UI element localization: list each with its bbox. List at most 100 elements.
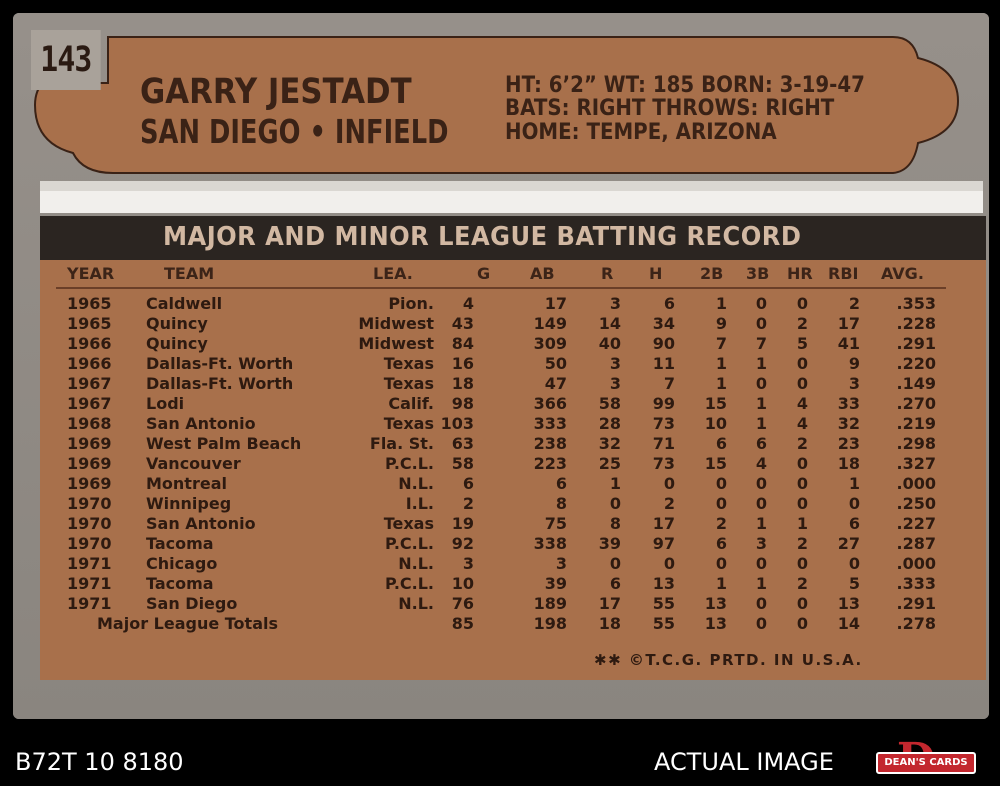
cell-rbi: 41	[837, 334, 860, 353]
cell-year: 1970	[67, 514, 112, 533]
table-row: 1967 Dallas-Ft. Worth Texas 18 47 3 7 1 0 0 3 .149	[0, 374, 1000, 394]
col-header-avg: AVG.	[881, 264, 924, 283]
cell-b2: 1	[715, 294, 727, 313]
cell-hr: 0	[796, 554, 808, 573]
cell-b2: 1	[715, 374, 727, 393]
col-header-lea: LEA.	[373, 264, 413, 283]
cell-g: 92	[451, 534, 474, 553]
cell-lea: Pion.	[388, 294, 434, 313]
cell-ab: 309	[533, 334, 567, 353]
cell-lea: Texas	[383, 514, 434, 533]
cell-b2: 15	[704, 454, 727, 473]
cell-r: 3	[609, 294, 621, 313]
cell-b2: 15	[704, 394, 727, 413]
cell-h: 34	[652, 314, 675, 333]
cell-team: Dallas-Ft. Worth	[146, 374, 294, 393]
cell-lea: N.L.	[398, 554, 434, 573]
cell-r: 3	[609, 354, 621, 373]
cell-ab: 8	[555, 494, 567, 513]
cell-lea: N.L.	[398, 474, 434, 493]
cell-g: 76	[451, 594, 474, 613]
cell-r: 28	[598, 414, 621, 433]
cell-b2: 6	[715, 534, 727, 553]
bio-height-weight-born: HT: 6’2” WT: 185 BORN: 3-19-47	[505, 73, 865, 98]
col-header-2b: 2B	[700, 264, 724, 283]
cell-r: 3	[609, 374, 621, 393]
cell-g: 2	[462, 494, 474, 513]
cell-h: 73	[652, 454, 675, 473]
totals-row: Major League Totals 85 198 18 55 13 0 0 …	[0, 614, 1000, 634]
cell-ab: 149	[533, 314, 567, 333]
cell-ab: 50	[544, 354, 567, 373]
cell-rbi: 2	[848, 294, 860, 313]
totals-label: Major League Totals	[97, 614, 278, 633]
cell-lea: N.L.	[398, 594, 434, 613]
bio-bats-throws: BATS: RIGHT THROWS: RIGHT	[505, 96, 835, 121]
cell-avg: .149	[896, 374, 936, 393]
cell-avg: .220	[896, 354, 936, 373]
cell-avg: .250	[896, 494, 936, 513]
cell-ab: 6	[555, 474, 567, 493]
cell-team: San Diego	[146, 594, 238, 613]
cell-b3: 0	[755, 594, 767, 613]
cell-b3: 1	[755, 514, 767, 533]
table-row: 1968 San Antonio Texas 103 333 28 73 10 1 4 32 .219	[0, 414, 1000, 434]
cell-lea: I.L.	[405, 494, 434, 513]
cell-rbi: 13	[837, 594, 860, 613]
cell-year: 1966	[67, 334, 112, 353]
cell-team: West Palm Beach	[146, 434, 302, 453]
cell-b3: 0	[755, 554, 767, 573]
cell-g: 98	[451, 394, 474, 413]
cell-ab: 39	[544, 574, 567, 593]
cell-avg: .270	[896, 394, 936, 413]
stats-table-background	[40, 260, 986, 680]
col-header-ab: AB	[530, 264, 555, 283]
cell-r: 0	[609, 554, 621, 573]
totals-hr: 0	[796, 614, 808, 633]
cell-year: 1967	[67, 394, 112, 413]
cell-b3: 0	[755, 314, 767, 333]
cell-rbi: 27	[837, 534, 860, 553]
cell-team: Quincy	[146, 314, 208, 333]
cell-avg: .227	[896, 514, 936, 533]
cell-lea: P.C.L.	[385, 534, 434, 553]
col-header-h: H	[649, 264, 663, 283]
cell-ab: 338	[533, 534, 567, 553]
cell-rbi: 32	[837, 414, 860, 433]
cell-b2: 7	[715, 334, 727, 353]
table-row: 1970 Winnipeg I.L. 2 8 0 2 0 0 0 0 .250	[0, 494, 1000, 514]
cell-hr: 0	[796, 354, 808, 373]
header-plaque	[33, 36, 983, 213]
cell-hr: 2	[796, 534, 808, 553]
cell-year: 1969	[67, 454, 112, 473]
cell-ab: 3	[555, 554, 567, 573]
cell-b2: 2	[715, 514, 727, 533]
cell-ab: 75	[544, 514, 567, 533]
cell-b3: 0	[755, 494, 767, 513]
cell-avg: .000	[896, 554, 936, 573]
cell-h: 11	[652, 354, 675, 373]
cell-b2: 1	[715, 574, 727, 593]
cell-team: Vancouver	[146, 454, 241, 473]
cell-rbi: 18	[837, 454, 860, 473]
cell-lea: Midwest	[358, 314, 434, 333]
cell-avg: .291	[896, 594, 936, 613]
cell-b2: 13	[704, 594, 727, 613]
cell-ab: 366	[533, 394, 567, 413]
cell-h: 71	[652, 434, 675, 453]
totals-3b: 0	[755, 614, 767, 633]
cell-team: Winnipeg	[146, 494, 232, 513]
cell-team: San Antonio	[146, 514, 256, 533]
cell-hr: 2	[796, 314, 808, 333]
cell-g: 84	[451, 334, 474, 353]
header-rule	[56, 287, 946, 289]
cell-g: 58	[451, 454, 474, 473]
team-position: SAN DIEGO • INFIELD	[140, 112, 449, 151]
table-title: MAJOR AND MINOR LEAGUE BATTING RECORD	[163, 222, 802, 252]
col-header-hr: HR	[787, 264, 813, 283]
cell-ab: 189	[533, 594, 567, 613]
cell-year: 1969	[67, 474, 112, 493]
table-row: 1966 Dallas-Ft. Worth Texas 16 50 3 11 1 1 0 9.220	[0, 354, 1000, 374]
cell-year: 1968	[67, 414, 112, 433]
cell-team: Lodi	[146, 394, 185, 413]
